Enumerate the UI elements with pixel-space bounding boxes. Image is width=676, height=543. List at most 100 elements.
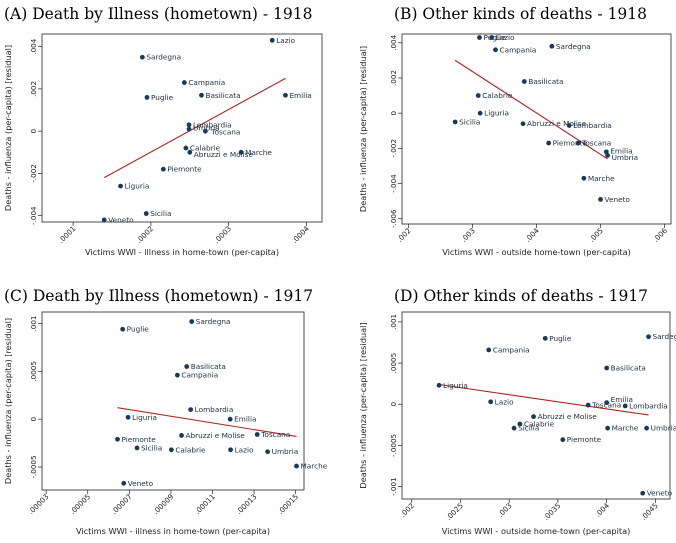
data-point (477, 35, 482, 40)
y-tick-label: .002 (389, 70, 398, 86)
data-point (475, 93, 481, 98)
y-tick-label: -.006 (389, 209, 398, 228)
y-tick-label: -.001 (389, 477, 398, 496)
x-tick-label: .004 (593, 501, 611, 519)
point-label: Sardegna (196, 317, 231, 326)
point-label: Marche (301, 462, 328, 471)
data-point (101, 217, 107, 223)
data-point (118, 183, 123, 189)
data-point (199, 92, 204, 98)
point-label: Calabrie (482, 91, 513, 100)
y-axis-label: Deaths - influenza (per-capita) [residua… (358, 46, 368, 212)
data-point (187, 149, 193, 155)
point-label: Basilicata (205, 91, 240, 100)
point-label: Sicilia (518, 424, 539, 433)
point-label: Campania (188, 78, 225, 87)
point-label: Toscana (210, 128, 240, 137)
data-point (125, 414, 131, 420)
data-point (227, 416, 233, 422)
point-label: Lombardia (629, 401, 668, 410)
data-point (520, 121, 526, 127)
point-label: Umbria (612, 153, 639, 162)
data-point (189, 319, 195, 324)
data-point (188, 407, 194, 413)
fit-line (454, 59, 608, 160)
data-point (640, 490, 646, 496)
y-tick-label: 0 (389, 402, 398, 407)
y-tick-label: .001 (389, 314, 398, 330)
point-label: Toscana (581, 139, 611, 148)
point-label: Calabrie (175, 445, 206, 454)
data-point (531, 414, 536, 420)
point-label: Sardegna (146, 53, 181, 62)
panel-b: (B) Other kinds of deaths - 1918 .002 .003… (358, 5, 672, 257)
data-point (143, 211, 149, 216)
x-axis-label: Victims WWI - illness in home-town (per-… (76, 526, 270, 536)
x-tick-label: .003 (496, 501, 514, 519)
y-axis-label: Deaths - influenza (per-capita) [residua… (358, 322, 368, 488)
point-label: Piemonte (553, 139, 588, 148)
point-label: Veneto (128, 479, 154, 488)
point-label: Marche (588, 174, 615, 183)
x-tick-label: .00007 (110, 492, 134, 516)
y-tick-label: .0005 (389, 353, 398, 374)
plot-frame (41, 33, 323, 223)
data-point (139, 54, 145, 60)
x-tick-label: .006 (651, 226, 669, 244)
x-axis-label: Victims WWI - illness in home-town (per-… (85, 247, 279, 257)
point-label: Umbria (272, 447, 299, 456)
x-tick-label: .0003 (212, 224, 233, 245)
y-tick-label: .002 (29, 81, 38, 97)
x-tick-label: .0002 (134, 224, 155, 245)
fit-line (438, 383, 649, 416)
point-label: Liguria (484, 109, 509, 118)
point-label: Sicilia (141, 443, 162, 452)
point-label: Lazio (276, 36, 295, 45)
point-label: Toscana (260, 430, 290, 439)
x-tick-label: .00015 (276, 492, 300, 516)
data-point (283, 92, 288, 98)
y-tick-label: -.002 (29, 164, 38, 183)
point-label: Sicilia (459, 117, 480, 126)
plot-frame (401, 311, 671, 500)
point-label: Puglie (483, 33, 506, 42)
data-point (488, 399, 494, 405)
point-label: Lombardia (573, 121, 612, 130)
x-tick-label: .00011 (193, 492, 217, 516)
data-point (604, 400, 610, 406)
x-tick-label: .0001 (57, 224, 78, 245)
point-label: Piemonte (121, 435, 156, 444)
point-label: Liguria (125, 182, 150, 191)
point-label: Calabrie (524, 420, 555, 429)
y-tick-label: .0005 (29, 361, 38, 382)
point-label: Abruzzi e Molise (527, 119, 587, 128)
y-tick-label: .004 (389, 34, 398, 50)
panel-title: (C) Death by Illness (hometown) - 1917 (4, 287, 313, 305)
point-label: Lombardia (195, 405, 234, 414)
data-point (436, 382, 442, 388)
y-axis-label: Deaths - influenza (per-capita) [residua… (3, 45, 13, 211)
data-point (120, 326, 126, 332)
data-point (605, 425, 611, 431)
x-tick-label: .0025 (444, 501, 465, 522)
panel-c: (C) Death by Illness (hometown) - 1917 .0… (3, 287, 328, 536)
data-point (560, 437, 566, 443)
point-label: Emilia (234, 415, 256, 424)
data-point (622, 403, 628, 409)
data-point (521, 79, 527, 84)
y-tick-label: -.0005 (389, 434, 398, 457)
point-label: Sardegna (653, 332, 676, 341)
data-point (184, 364, 190, 369)
point-label: Emilia (610, 146, 632, 155)
data-point (181, 80, 187, 85)
data-point (452, 119, 458, 125)
data-point (644, 425, 650, 431)
point-label: Liguria (132, 413, 157, 422)
point-label: Lazio (495, 397, 514, 406)
fit-line (103, 77, 286, 179)
point-label: Lazio (496, 33, 515, 42)
point-label: Emilia (289, 91, 311, 100)
point-label: Campania (181, 371, 218, 380)
point-label: Puglie (151, 93, 174, 102)
